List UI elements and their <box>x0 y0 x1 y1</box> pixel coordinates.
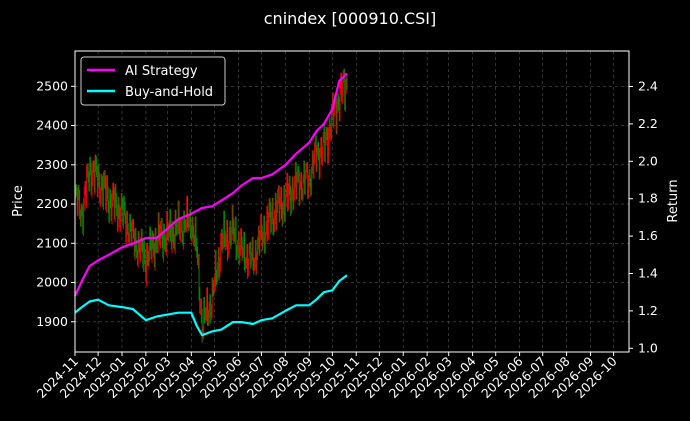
y-tick-label-left: 2300 <box>36 157 68 172</box>
series-lines <box>74 72 348 337</box>
y-tick-label-right: 2.4 <box>638 79 658 94</box>
y-tick-label-left: 2100 <box>36 235 68 250</box>
y-axis-label-left: Price <box>11 185 26 217</box>
legend-label-ai: AI Strategy <box>125 64 198 79</box>
y-tick-label-right: 1.4 <box>638 265 658 280</box>
buy-and-hold-line <box>74 274 348 337</box>
plot-frame <box>74 50 630 353</box>
y-tick-label-right: 1.2 <box>638 303 658 318</box>
y-tick-label-right: 1.8 <box>638 191 658 206</box>
y-tick-label-right: 1.6 <box>638 228 658 243</box>
y-tick-label-right: 2.2 <box>638 116 658 131</box>
price-candles <box>74 68 348 343</box>
legend: AI Strategy Buy-and-Hold <box>80 56 226 106</box>
y-tick-label-left: 2400 <box>36 118 68 133</box>
y-tick-label-left: 2500 <box>36 78 68 93</box>
ai-strategy-line <box>74 72 348 297</box>
y-tick-label-left: 2200 <box>36 196 68 211</box>
legend-label-bh: Buy-and-Hold <box>125 85 213 100</box>
chart-title: cnindex [000910.CSI] <box>264 9 437 28</box>
y-tick-label-right: 2.0 <box>638 153 658 168</box>
legend-box <box>80 56 226 106</box>
y-tick-label-right: 1.0 <box>638 340 658 355</box>
y-tick-label-left: 2000 <box>36 275 68 290</box>
y-axis-label-right: Return <box>666 179 681 222</box>
y-tick-label-left: 1900 <box>36 314 68 329</box>
